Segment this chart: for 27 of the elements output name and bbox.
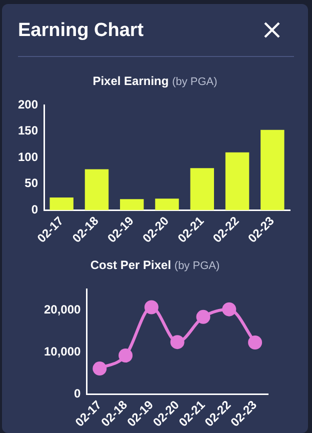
chart-subtitle: (by PGA) — [172, 76, 218, 88]
point — [170, 335, 184, 350]
y-tick-label: 100 — [18, 150, 38, 164]
y-tick-label: 20,000 — [44, 302, 82, 316]
point — [144, 300, 158, 314]
y-tick-label: 50 — [24, 176, 38, 190]
point — [196, 310, 210, 324]
point — [118, 348, 133, 363]
bar — [225, 152, 250, 210]
y-tick-label: 0 — [74, 386, 82, 400]
point — [248, 335, 262, 350]
chart-title: Cost Per Pixel — [90, 258, 172, 272]
chart-subtitle: (by PGA) — [174, 260, 220, 272]
bar — [50, 198, 74, 210]
bar — [260, 130, 284, 210]
bar — [190, 168, 214, 210]
y-tick-label: 200 — [18, 98, 38, 112]
y-tick-label: 10,000 — [44, 344, 82, 358]
point — [92, 362, 107, 376]
y-tick-label: 0 — [31, 202, 38, 216]
chart-title: Pixel Earning — [92, 74, 169, 88]
bar — [120, 199, 144, 210]
text: Earning Chart — [18, 20, 144, 42]
bar — [84, 169, 109, 210]
y-tick-label: 150 — [18, 124, 38, 138]
bar — [155, 198, 179, 210]
point — [222, 302, 236, 316]
